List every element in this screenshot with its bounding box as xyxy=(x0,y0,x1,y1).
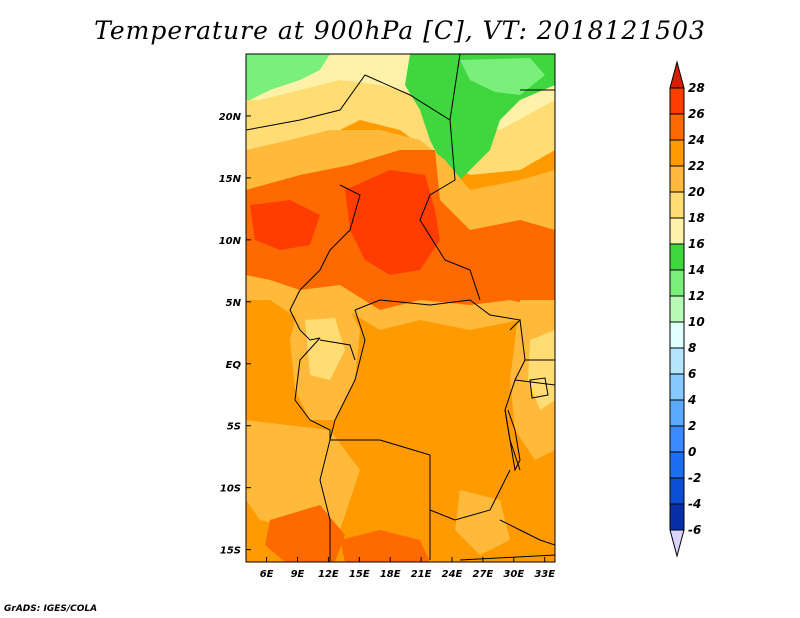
colorbar-segment xyxy=(670,166,684,192)
colorbar-label: 14 xyxy=(688,263,705,277)
colorbar-label: 20 xyxy=(688,185,705,199)
colorbar-label: -4 xyxy=(688,497,701,511)
colorbar-segment xyxy=(670,218,684,244)
colorbar-label: -6 xyxy=(688,523,701,537)
lon-tick-label: 9E xyxy=(291,569,305,580)
colorbar-label: 6 xyxy=(688,367,696,381)
colorbar-label: 2 xyxy=(688,419,696,433)
lat-tick-label: 15N xyxy=(219,174,242,185)
colorbar-segment xyxy=(670,426,684,452)
lat-tick-label: 20N xyxy=(219,112,242,123)
colorbar-label: -2 xyxy=(688,471,701,485)
colorbar-label: 0 xyxy=(688,445,696,459)
colorbar-segment xyxy=(670,374,684,400)
colorbar-label: 28 xyxy=(688,81,705,95)
colorbar-segment xyxy=(670,244,684,270)
lon-tick-label: 33E xyxy=(534,569,555,580)
lon-tick-label: 15E xyxy=(349,569,370,580)
lon-tick-label: 24E xyxy=(442,569,463,580)
colorbar-bottom-arrow xyxy=(670,530,684,556)
colorbar-segment xyxy=(670,478,684,504)
colorbar-label: 10 xyxy=(688,315,705,329)
lon-tick-label: 27E xyxy=(473,569,494,580)
temperature-field xyxy=(246,54,555,562)
colorbar-label: 26 xyxy=(688,107,705,121)
colorbar-segment xyxy=(670,348,684,374)
colorbar-label: 18 xyxy=(688,211,705,225)
colorbar-segment xyxy=(670,88,684,114)
lat-tick-label: 5S xyxy=(227,422,241,433)
colorbar-label: 16 xyxy=(688,237,705,251)
lon-tick-label: 12E xyxy=(318,569,339,580)
colorbar-segment xyxy=(670,452,684,478)
lat-tick-label: 10N xyxy=(219,236,242,247)
colorbar-segment xyxy=(670,296,684,322)
lat-tick-label: 10S xyxy=(220,484,241,495)
lat-tick-label: EQ xyxy=(226,360,242,371)
colorbar-segment xyxy=(670,140,684,166)
colorbar-label: 8 xyxy=(688,341,696,355)
lon-tick-label: 30E xyxy=(503,569,524,580)
colorbar-segment xyxy=(670,192,684,218)
colorbar-label: 24 xyxy=(688,133,705,147)
lon-tick-label: 21E xyxy=(411,569,432,580)
lon-tick-label: 6E xyxy=(260,569,274,580)
colorbar-label: 12 xyxy=(688,289,705,303)
colorbar-segment xyxy=(670,270,684,296)
colorbar-label: 4 xyxy=(687,393,696,407)
grads-credit: GrADS: IGES/COLA xyxy=(4,604,97,614)
colorbar-segment xyxy=(670,114,684,140)
colorbar-segment xyxy=(670,504,684,530)
colorbar-segment xyxy=(670,322,684,348)
lat-tick-label: 15S xyxy=(220,546,241,557)
lat-tick-label: 5N xyxy=(226,298,242,309)
colorbar-top-arrow xyxy=(670,62,684,88)
lon-tick-label: 18E xyxy=(380,569,401,580)
colorbar-segment xyxy=(670,400,684,426)
temperature-map-figure: 20N15N10N5NEQ5S10S15S 6E 9E 12E 15E 18E 21E 24… xyxy=(0,0,800,618)
colorbar-label: 22 xyxy=(688,159,705,173)
